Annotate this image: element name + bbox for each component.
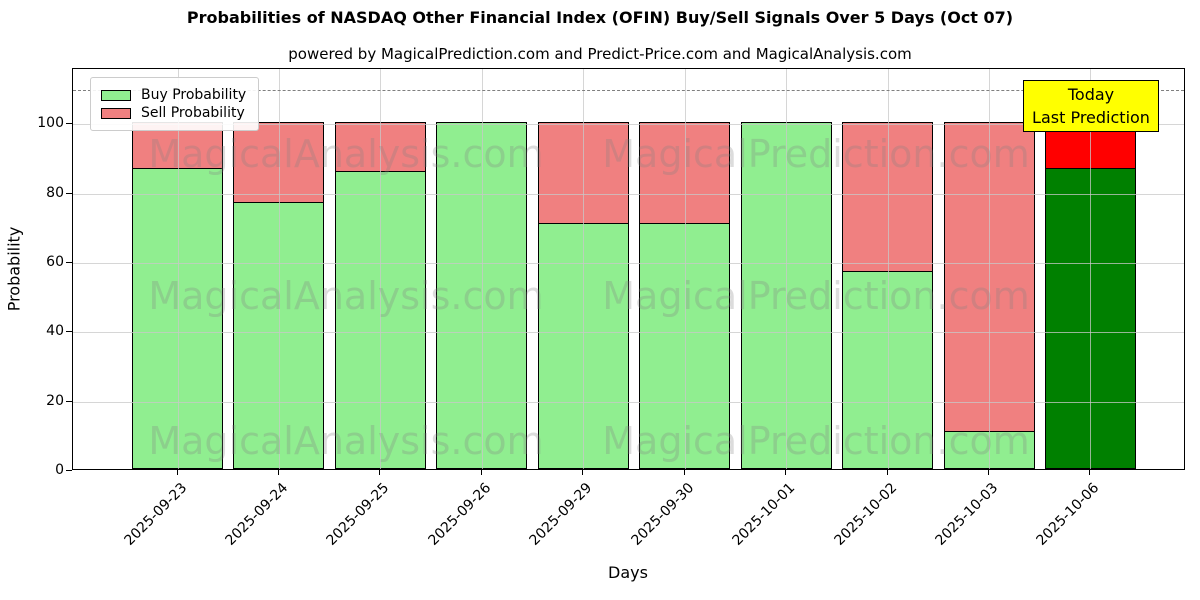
buy-swatch-icon (101, 89, 131, 101)
v-gridline-2025-09-24 (278, 69, 280, 469)
x-tick-label-2025-09-30: 2025-09-30 (628, 480, 698, 549)
y-tick-label-40: 40 (46, 323, 64, 340)
h-gridline-20 (73, 401, 1184, 403)
x-tick-label-2025-10-03: 2025-10-03 (932, 480, 1002, 549)
x-axis-label: Days (608, 563, 648, 582)
plot-area: MagicalAnalysis.com MagicalAnalysis.com Ma… (72, 68, 1185, 470)
x-tick-mark-2025-09-26 (480, 470, 482, 475)
h-gridline-60 (73, 263, 1184, 265)
y-tick-label-60: 60 (46, 254, 64, 271)
x-tick-mark-2025-10-03 (988, 470, 990, 475)
v-gridline-2025-09-25 (380, 69, 382, 469)
y-tick-mark-0 (66, 470, 72, 471)
x-tick-label-2025-09-26: 2025-09-26 (425, 480, 495, 549)
legend-label-buy: Buy Probability (141, 87, 247, 103)
x-tick-label-2025-10-06: 2025-10-06 (1033, 480, 1103, 549)
x-tick-mark-2025-10-02 (886, 470, 888, 475)
x-tick-mark-2025-09-29 (582, 470, 584, 475)
annotation-line-1: Today (1067, 85, 1115, 104)
today-annotation: Today Last Prediction (1023, 80, 1159, 133)
x-tick-label-2025-09-29: 2025-09-29 (526, 480, 596, 549)
sell-swatch-icon (101, 107, 131, 119)
v-gridline-2025-09-29 (583, 69, 585, 469)
x-tick-mark-2025-09-30 (683, 470, 685, 475)
x-tick-label-2025-09-24: 2025-09-24 (222, 480, 292, 549)
x-tick-mark-2025-09-24 (277, 470, 279, 475)
v-gridline-2025-09-26 (481, 69, 483, 469)
v-gridline-2025-10-02 (887, 69, 889, 469)
y-tick-mark-80 (66, 192, 72, 194)
legend-item-sell: Sell Probability (101, 105, 246, 121)
chart-subtitle: powered by MagicalPrediction.com and Pre… (288, 45, 912, 63)
x-tick-mark-2025-10-01 (785, 470, 787, 475)
x-tick-label-2025-09-25: 2025-09-25 (323, 480, 393, 549)
x-tick-mark-2025-09-25 (379, 470, 381, 475)
v-gridline-2025-10-03 (989, 69, 991, 469)
legend-box: Buy Probability Sell Probability (90, 77, 260, 131)
y-tick-label-100: 100 (37, 115, 64, 132)
x-tick-label-2025-09-23: 2025-09-23 (120, 480, 190, 549)
y-tick-mark-100 (66, 123, 72, 125)
v-gridline-2025-10-01 (786, 69, 788, 469)
y-tick-mark-20 (66, 400, 72, 402)
y-tick-label-80: 80 (46, 184, 64, 201)
h-gridline-40 (73, 332, 1184, 334)
threshold-dashed-line (73, 89, 1184, 91)
x-tick-mark-2025-09-23 (176, 470, 178, 475)
y-tick-mark-40 (66, 331, 72, 333)
legend-item-buy: Buy Probability (101, 87, 246, 103)
annotation-line-2: Last Prediction (1032, 108, 1150, 128)
x-tick-mark-2025-10-06 (1089, 470, 1091, 475)
legend-label-sell: Sell Probability (141, 105, 245, 121)
y-tick-label-0: 0 (55, 462, 64, 478)
x-tick-label-2025-10-02: 2025-10-02 (831, 480, 900, 549)
x-tick-label-2025-10-01: 2025-10-01 (729, 480, 799, 549)
y-tick-label-20: 20 (46, 392, 64, 409)
v-gridline-2025-09-30 (684, 69, 686, 469)
h-gridline-80 (73, 193, 1184, 195)
y-tick-mark-60 (66, 262, 72, 264)
chart-title: Probabilities of NASDAQ Other Financial … (186, 8, 1014, 27)
v-gridline-2025-10-06 (1090, 69, 1092, 469)
v-gridline-2025-09-23 (177, 69, 179, 469)
h-gridline-100 (73, 124, 1184, 126)
